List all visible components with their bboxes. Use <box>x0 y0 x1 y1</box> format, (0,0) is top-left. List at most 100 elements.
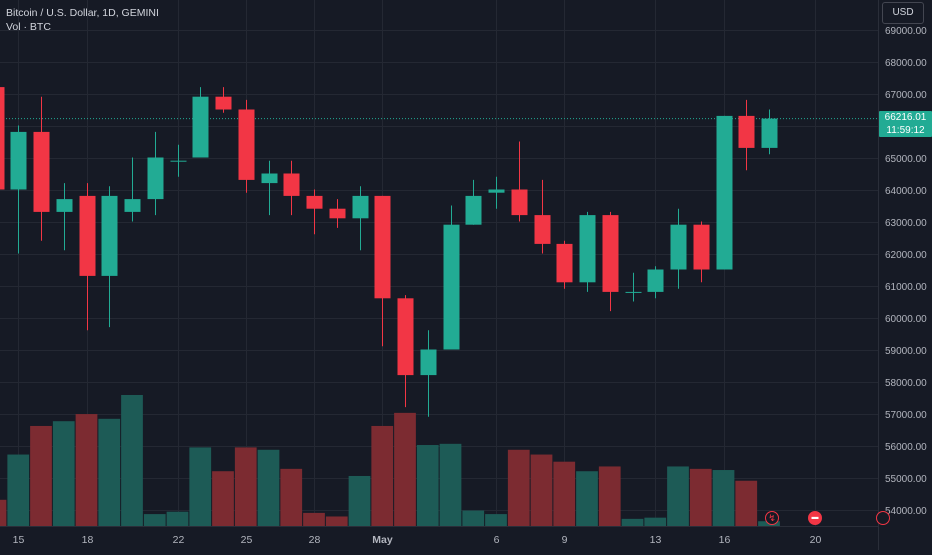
candle[interactable] <box>511 141 528 222</box>
candle[interactable] <box>420 330 437 417</box>
x-tick-label: 6 <box>494 534 500 546</box>
candle[interactable] <box>647 266 664 299</box>
x-tick-label: 13 <box>650 534 662 546</box>
candle-body <box>352 195 369 219</box>
time-axis[interactable]: 15 18 22 25 28 May 6 9 13 16 20 <box>13 534 822 546</box>
candles[interactable] <box>0 74 778 417</box>
candle[interactable] <box>352 186 369 251</box>
volume-bar <box>553 461 576 526</box>
candle-body <box>238 109 255 180</box>
candle-body <box>33 131 50 212</box>
candle[interactable] <box>374 195 391 347</box>
candle[interactable] <box>261 160 278 216</box>
volume-bar <box>394 412 416 526</box>
x-tick-label: 20 <box>810 534 822 546</box>
candle[interactable] <box>602 211 619 312</box>
price-axis[interactable]: 69000.0068000.0067000.0066000.0065000.00… <box>885 26 927 517</box>
x-tick-label: 25 <box>241 534 253 546</box>
volume-bar <box>530 454 553 526</box>
candle[interactable] <box>170 144 187 177</box>
candle[interactable] <box>670 208 687 289</box>
volume-bar <box>576 471 598 526</box>
candle[interactable] <box>465 179 482 225</box>
candle[interactable] <box>147 131 164 216</box>
candle[interactable] <box>443 205 460 350</box>
candle-body <box>215 96 232 110</box>
currency-button[interactable]: USD <box>882 2 924 24</box>
volume-bar <box>280 468 303 526</box>
y-tick-label: 56000.00 <box>885 442 927 453</box>
candle[interactable] <box>738 99 755 171</box>
candle[interactable] <box>397 295 414 408</box>
candle-body <box>443 224 460 350</box>
candle-body <box>738 115 755 148</box>
x-tick-label: 16 <box>719 534 731 546</box>
earnings-icon[interactable]: ▬ <box>808 511 822 525</box>
volume-bar <box>485 514 507 526</box>
candle-body <box>602 215 619 292</box>
candle-body <box>101 195 118 276</box>
candle[interactable] <box>124 157 141 222</box>
candle-body <box>10 131 27 190</box>
y-tick-label: 58000.00 <box>885 378 927 389</box>
x-tick-label: 9 <box>562 534 568 546</box>
candle-body <box>261 173 278 184</box>
candle[interactable] <box>192 87 209 158</box>
candle[interactable] <box>306 189 323 235</box>
dividend-icon[interactable]: ↯ <box>765 511 779 525</box>
candle[interactable] <box>215 87 232 113</box>
candle-body <box>329 208 346 219</box>
volume-bar <box>98 418 121 526</box>
volume-bars <box>0 395 780 526</box>
volume-bar <box>7 454 30 526</box>
candle[interactable] <box>0 74 5 190</box>
candle-body <box>306 195 323 209</box>
volume-bar <box>507 449 530 526</box>
volume-bar <box>667 466 689 526</box>
candle[interactable] <box>329 199 346 228</box>
volume-bar <box>348 475 371 526</box>
x-tick-label: 22 <box>173 534 185 546</box>
candle-body <box>170 160 187 162</box>
event-icon[interactable] <box>876 511 890 525</box>
candle[interactable] <box>534 179 551 254</box>
candle[interactable] <box>579 211 596 292</box>
bar-countdown: 11:59:12 <box>886 125 925 136</box>
candle[interactable] <box>716 115 733 270</box>
candle-body <box>625 291 642 293</box>
candle[interactable] <box>33 96 50 241</box>
candle[interactable] <box>488 176 505 209</box>
candle[interactable] <box>79 183 96 331</box>
candle[interactable] <box>693 221 710 283</box>
volume-bar <box>439 443 462 526</box>
volume-bar <box>598 466 621 526</box>
volume-bar <box>0 499 7 526</box>
volume-bar <box>75 414 98 526</box>
candle-body <box>0 87 5 190</box>
candle[interactable] <box>556 240 573 289</box>
candle[interactable] <box>625 272 642 302</box>
candle-body <box>670 224 687 270</box>
candle[interactable] <box>238 99 255 193</box>
candle-body <box>420 349 437 376</box>
candle-body <box>56 199 73 212</box>
candle[interactable] <box>56 183 73 251</box>
volume-bar <box>143 514 166 526</box>
volume-bar <box>121 395 143 526</box>
y-tick-label: 69000.00 <box>885 26 927 37</box>
candle[interactable] <box>10 125 27 254</box>
candle-body <box>283 173 300 196</box>
volume-bar <box>462 510 485 526</box>
y-tick-label: 59000.00 <box>885 346 927 357</box>
candle[interactable] <box>283 160 300 216</box>
last-price-label: 66216.01 11:59:12 <box>879 111 932 137</box>
candle[interactable] <box>101 186 118 328</box>
candle-body <box>534 215 551 244</box>
candle[interactable] <box>761 109 778 155</box>
volume-bar <box>30 425 52 526</box>
volume-bar <box>303 512 325 526</box>
candle-body <box>556 243 573 283</box>
y-tick-label: 62000.00 <box>885 250 927 261</box>
